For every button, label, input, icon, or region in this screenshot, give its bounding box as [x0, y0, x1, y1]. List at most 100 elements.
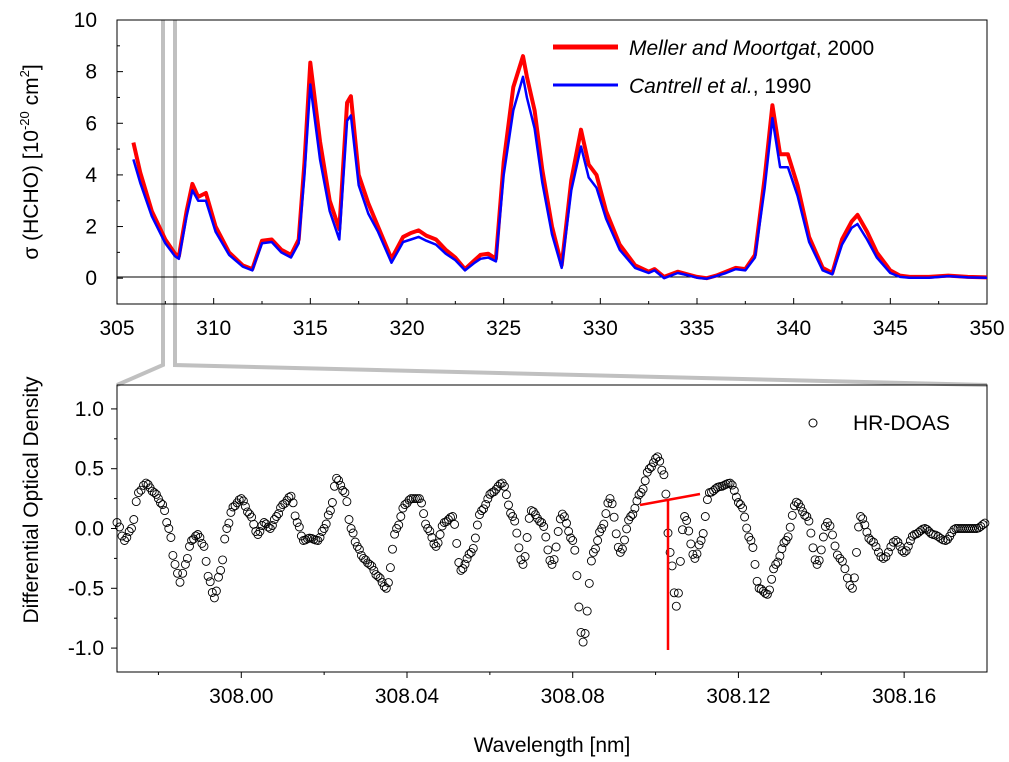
hr-doas-point: [150, 489, 158, 497]
hr-doas-point: [167, 534, 175, 542]
hr-doas-point: [391, 530, 399, 538]
hr-doas-point: [513, 529, 521, 537]
hr-doas-point: [322, 520, 330, 528]
hr-doas-point: [341, 489, 349, 497]
hr-doas-point: [231, 502, 239, 510]
hr-doas-point: [420, 510, 428, 518]
hr-doas-point: [857, 513, 865, 521]
hr-doas-point: [337, 481, 345, 489]
top-y-axis-label: σ (HCHO) [10-20 cm2]: [17, 64, 43, 259]
zoom-connector: [117, 20, 987, 385]
legend-marker-hr-doas: [809, 419, 817, 427]
hr-doas-point: [345, 516, 353, 524]
hr-doas-point: [473, 521, 481, 529]
hr-doas-point: [241, 502, 249, 510]
hr-doas-point: [571, 546, 579, 554]
bottom-y-tick-label: 0.0: [75, 518, 104, 541]
top-y-tick-label: 0: [85, 267, 97, 290]
hr-doas-point: [465, 550, 473, 558]
hr-doas-point: [841, 565, 849, 573]
hr-doas-point: [339, 487, 347, 495]
hr-doas-point: [250, 520, 258, 528]
hr-doas-point: [453, 539, 461, 547]
hr-doas-point: [505, 501, 513, 509]
top-x-tick-label: 340: [776, 317, 811, 340]
hr-doas-point: [602, 510, 610, 518]
hr-doas-point: [502, 491, 510, 499]
bottom-y-tick-label: 0.5: [75, 458, 104, 481]
bottom-x-axis-label: Wavelength [nm]: [474, 734, 631, 757]
top-plot-frame: [117, 20, 987, 304]
hr-doas-point: [130, 516, 138, 524]
top-x-tick-label: 350: [969, 317, 1004, 340]
hr-doas-point: [751, 560, 759, 568]
top-x-tick-label: 320: [389, 317, 424, 340]
legend-label-cantrell: Cantrell et al., 1990: [629, 75, 811, 98]
hr-doas-point: [424, 525, 432, 533]
hr-doas-point: [219, 556, 227, 564]
hr-doas-point: [135, 489, 143, 497]
peak-depth-marker: [640, 494, 700, 650]
hr-doas-point: [397, 513, 405, 521]
hr-doas-point: [217, 566, 225, 574]
hr-doas-point: [519, 560, 527, 568]
hr-doas-point: [206, 578, 214, 586]
hr-doas-point: [480, 505, 488, 513]
bottom-legend: HR-DOAS: [809, 412, 950, 435]
hr-doas-point: [676, 557, 684, 565]
hr-doas-point: [225, 519, 233, 527]
hr-doas-point: [118, 532, 126, 540]
hr-doas-point: [882, 553, 890, 561]
hr-doas-point: [482, 500, 490, 508]
hr-doas-point: [569, 537, 577, 545]
hr-doas-point: [335, 476, 343, 484]
hr-doas-point: [221, 535, 229, 543]
bottom-x-tick-label: 308.08: [541, 685, 605, 708]
hr-doas-point: [579, 638, 587, 646]
hr-doas-point: [772, 560, 780, 568]
hr-doas-point: [451, 520, 459, 528]
top-y-tick-label: 2: [85, 216, 97, 239]
hr-doas-point: [734, 499, 742, 507]
hr-doas-point: [459, 565, 467, 573]
hr-doas-point: [169, 551, 177, 559]
hr-doas-point: [204, 572, 212, 580]
hr-doas-point: [904, 542, 912, 550]
legend-label-meller: Meller and Moortgat, 2000: [629, 37, 874, 60]
hr-doas-point: [743, 524, 751, 532]
hr-doas-point: [523, 534, 531, 542]
hr-doas-point: [511, 517, 519, 525]
top-x-tick-label: 315: [293, 317, 328, 340]
hr-doas-point: [809, 544, 817, 552]
top-y-tick-label: 4: [85, 164, 97, 187]
hr-doas-point: [374, 572, 382, 580]
top-panel-cross-section: 305 310 315 320 325 330 335 340 345 350 0246810 σ…: [17, 9, 1005, 340]
hr-doas-point: [641, 477, 649, 485]
hr-doas-point: [600, 520, 608, 528]
hr-doas-point: [542, 533, 550, 541]
hr-doas-point: [829, 531, 837, 539]
hr-doas-point: [554, 528, 562, 536]
top-x-tick-label: 330: [583, 317, 618, 340]
legend-label-hr-doas: HR-DOAS: [853, 412, 950, 435]
hr-doas-point: [386, 564, 394, 572]
hr-doas-point: [768, 575, 776, 583]
hr-doas-point: [575, 603, 583, 611]
top-y-tick-label: 6: [85, 112, 97, 135]
top-x-tick-label: 345: [873, 317, 908, 340]
bottom-y-tick-label: 1.0: [75, 398, 104, 421]
hr-doas-point: [606, 495, 614, 503]
hr-doas-point: [701, 513, 709, 521]
hr-doas-point: [347, 525, 355, 533]
top-y-tick-label: 10: [74, 9, 97, 32]
hr-doas-point: [244, 508, 252, 516]
hr-doas-point: [326, 507, 334, 515]
hr-doas-points: [113, 453, 989, 646]
hr-doas-point: [389, 545, 397, 553]
bottom-x-axis: 308.00 308.04 308.08 308.12 308.16: [158, 672, 936, 708]
hr-doas-point: [343, 498, 351, 506]
hr-doas-point: [610, 513, 618, 521]
hr-doas-point: [621, 536, 629, 544]
bottom-x-tick-label: 308.12: [706, 685, 770, 708]
hr-doas-point: [660, 471, 668, 479]
